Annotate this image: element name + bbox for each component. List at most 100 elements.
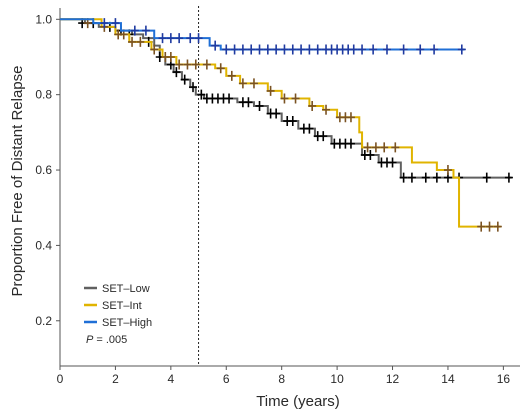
x-tick-label: 14 — [441, 372, 455, 386]
censor-mark — [166, 51, 175, 62]
censor-mark — [416, 44, 425, 55]
x-tick-label: 6 — [223, 372, 230, 386]
censor-mark — [371, 142, 380, 153]
x-tick-label: 4 — [167, 372, 174, 386]
censor-mark — [443, 165, 452, 176]
censor-mark — [202, 59, 211, 70]
x-tick-label: 0 — [57, 372, 64, 386]
censor-mark — [255, 44, 264, 55]
ticks-group: 0 2 4 6 8 10 12 14 16 0.2 0.4 0.6 0.8 1.0 — [35, 12, 510, 386]
legend-label: SET–Int — [102, 300, 142, 312]
censor-mark — [158, 33, 167, 44]
censor-mark — [280, 44, 289, 55]
censor-mark — [136, 36, 145, 47]
censor-mark — [349, 44, 358, 55]
censor-mark — [227, 70, 236, 81]
censor-mark — [380, 142, 389, 153]
censor-mark — [291, 93, 300, 104]
censor-mark — [225, 93, 234, 104]
censor-mark — [249, 78, 258, 89]
censor-mark — [191, 59, 200, 70]
axes-group — [59, 8, 520, 367]
censor-mark — [130, 25, 139, 36]
y-axis-label: Proportion Free of Distant Relapse — [9, 66, 26, 297]
censor-mark — [100, 18, 109, 29]
p-symbol: P — [86, 334, 94, 346]
censor-mark — [358, 44, 367, 55]
censor-mark — [150, 44, 159, 55]
censor-mark — [457, 44, 466, 55]
censor-mark — [166, 33, 175, 44]
censor-mark — [288, 116, 297, 127]
censor-mark — [263, 44, 272, 55]
censor-mark — [399, 172, 408, 183]
censor-mark — [346, 112, 355, 123]
series-line — [60, 18, 501, 228]
censor-mark — [346, 138, 355, 149]
y-tick-label: 0.2 — [35, 314, 52, 328]
censor-mark — [369, 44, 378, 55]
p-value-label: P = .005 — [86, 334, 127, 346]
legend-item: SET–Int — [84, 300, 142, 312]
censor-mark — [175, 59, 184, 70]
censor-mark — [175, 33, 184, 44]
censor-mark — [197, 89, 206, 100]
x-axis-label: Time (years) — [256, 393, 340, 410]
censor-mark — [482, 172, 491, 183]
censor-mark — [111, 18, 120, 29]
censor-mark — [141, 25, 150, 36]
censor-mark — [305, 44, 314, 55]
censor-mark — [493, 221, 502, 232]
series-group — [60, 18, 513, 232]
censor-mark — [280, 93, 289, 104]
censor-mark — [211, 40, 220, 51]
censor-mark — [172, 67, 181, 78]
x-tick-label: 16 — [497, 372, 511, 386]
y-tick-label: 0.4 — [35, 238, 52, 252]
y-tick-label: 0.6 — [35, 163, 52, 177]
censor-mark — [391, 142, 400, 153]
censor-mark — [485, 221, 494, 232]
censor-mark — [238, 78, 247, 89]
censor-mark — [247, 44, 256, 55]
censor-mark — [255, 100, 264, 111]
x-tick-label: 8 — [278, 372, 285, 386]
censor-mark — [297, 44, 306, 55]
censor-mark — [308, 100, 317, 111]
censor-mark — [189, 82, 198, 93]
censor-mark — [504, 172, 513, 183]
censor-mark — [363, 142, 372, 153]
censor-mark — [305, 123, 314, 134]
series-set-high — [60, 18, 466, 55]
censor-mark — [186, 33, 195, 44]
censor-mark — [216, 63, 225, 74]
censor-mark — [430, 44, 439, 55]
x-tick-label: 10 — [330, 372, 344, 386]
y-tick-label: 1.0 — [35, 12, 52, 26]
censor-mark — [477, 221, 486, 232]
censor-mark — [432, 172, 441, 183]
series-set-low — [60, 18, 513, 183]
legend-item: SET–Low — [84, 283, 150, 295]
censor-mark — [421, 172, 430, 183]
legend-item: SET–High — [84, 317, 152, 329]
censor-mark — [388, 157, 397, 168]
censor-mark — [399, 44, 408, 55]
censor-mark — [382, 44, 391, 55]
censor-mark — [180, 74, 189, 85]
legend: SET–Low SET–Int SET–High — [84, 283, 152, 329]
censor-mark — [288, 44, 297, 55]
censor-mark — [322, 104, 331, 115]
censor-mark — [128, 36, 137, 47]
censor-mark — [222, 44, 231, 55]
censor-mark — [194, 33, 203, 44]
y-tick-label: 0.8 — [35, 88, 52, 102]
censor-mark — [272, 44, 281, 55]
censor-mark — [313, 44, 322, 55]
censor-mark — [407, 172, 416, 183]
x-tick-label: 12 — [386, 372, 400, 386]
censor-mark — [230, 44, 239, 55]
censor-mark — [266, 85, 275, 96]
